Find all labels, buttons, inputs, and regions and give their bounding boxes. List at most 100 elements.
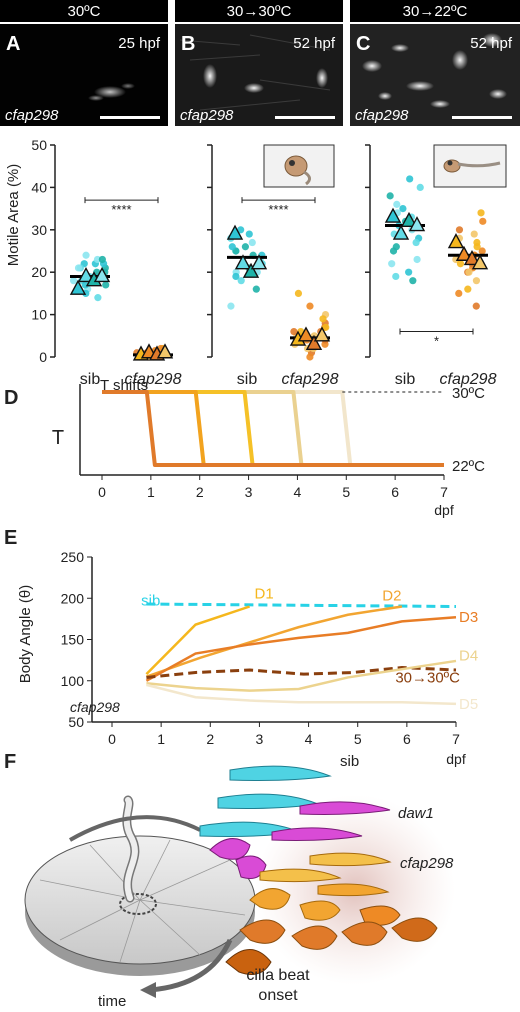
mutant-point xyxy=(456,260,465,268)
x-tick-label: 3 xyxy=(256,731,264,747)
replicate-mean xyxy=(408,216,426,232)
y-tick-label: 250 xyxy=(61,549,85,565)
mutant-point xyxy=(465,268,473,276)
series-line xyxy=(145,605,250,676)
mutant-point xyxy=(464,285,472,293)
replicate-mean xyxy=(305,334,323,350)
replicate-mean xyxy=(392,224,410,240)
series-line xyxy=(145,615,457,682)
label-cilia-beat: cilia beat xyxy=(246,967,310,984)
sib-point xyxy=(392,272,400,281)
panel-b-time: 52 hpf xyxy=(293,35,336,52)
x-tick-label: sib xyxy=(237,371,258,388)
series-label: D5 xyxy=(459,696,478,713)
x-tick-label: 3 xyxy=(245,484,253,500)
replicate-mean xyxy=(242,262,260,278)
x-tick-label: 6 xyxy=(403,731,411,747)
sib-point xyxy=(388,260,396,268)
y-tick-label: 10 xyxy=(31,307,47,323)
series-line xyxy=(145,605,403,678)
label-onset: onset xyxy=(258,987,298,1004)
replicate-mean xyxy=(226,224,244,240)
time-arrow xyxy=(149,938,233,993)
micrograph-panel-c: 30→22ºC C 52 hpf cfap298 xyxy=(350,0,520,126)
y-tick-label: 50 xyxy=(31,137,47,153)
sib-point xyxy=(248,238,256,247)
mutant-point xyxy=(294,289,303,297)
micrograph-panel-a: 30ºC A 25 hpf cfap298 xyxy=(0,0,168,126)
x-tick-label: 7 xyxy=(452,731,460,747)
panel-c-letter: C xyxy=(356,33,370,55)
x-tick-label: 5 xyxy=(354,731,362,747)
sib-point xyxy=(409,277,417,285)
replicate-mean xyxy=(400,211,418,228)
replicate-mean xyxy=(234,254,252,270)
sib-point xyxy=(69,277,78,285)
y-tick-label: 40 xyxy=(31,179,47,195)
sib-point xyxy=(399,205,407,213)
series-line xyxy=(146,602,457,608)
sib-point xyxy=(237,226,245,234)
replicate-mean xyxy=(77,266,95,283)
y-tick-label: 50 xyxy=(68,714,84,730)
sib-point xyxy=(74,264,83,272)
mutant-point xyxy=(470,230,478,238)
x-tick-label: 0 xyxy=(108,731,116,747)
motile-area-ylabel: Motile Area (%) xyxy=(5,164,22,267)
replicate-mean xyxy=(455,245,473,261)
label-sib: sib xyxy=(340,753,359,770)
embryo-inset-b xyxy=(263,144,335,188)
embryo-inset-c xyxy=(433,144,507,188)
x-tick-label: 2 xyxy=(206,731,214,747)
x-tick-label: cfap298 xyxy=(282,371,339,388)
panel-d-ylabel: T xyxy=(52,427,64,449)
sib-point xyxy=(406,175,414,183)
temperature-shift-chart: D T 0 1 2 3 4 5 6 7 dpf T shifts 30ºC 22ºC xyxy=(4,377,485,518)
replicate-mean xyxy=(384,207,402,223)
sib-point xyxy=(81,281,89,289)
mutant-point xyxy=(306,353,314,361)
series-label: D1 xyxy=(255,585,274,602)
sib-point xyxy=(227,302,235,310)
sib-point xyxy=(252,285,260,293)
sib-point xyxy=(232,272,240,281)
series-line xyxy=(146,666,457,679)
x-axis-label: dpf xyxy=(434,502,454,518)
panel-b-gene: cfap298 xyxy=(180,107,234,124)
mutant-point xyxy=(473,243,481,251)
series-label: D4 xyxy=(459,647,478,664)
sib-point xyxy=(241,243,250,251)
y-tick-label: 30 xyxy=(31,222,47,238)
mutant-point xyxy=(455,226,464,234)
x-tick-label: 7 xyxy=(440,484,448,500)
mutant-point xyxy=(319,315,327,323)
panel-c-header: 30→22ºC xyxy=(403,3,468,20)
scale-bar xyxy=(275,116,335,119)
time-arrow-head xyxy=(140,982,156,998)
panel-a-time: 25 hpf xyxy=(118,35,161,52)
mutant-point xyxy=(478,247,486,255)
y-tick-label: 0 xyxy=(39,349,47,365)
x-tick-label: 4 xyxy=(294,484,302,500)
mutant-point xyxy=(306,302,314,310)
replicate-mean xyxy=(156,343,174,359)
replicate-mean xyxy=(69,279,87,295)
panel-e-letter: E xyxy=(4,527,17,549)
y-tick-label: 100 xyxy=(61,673,85,689)
sib-point xyxy=(82,251,90,259)
mutant-point xyxy=(290,327,298,336)
label-daw1: daw1 xyxy=(398,805,434,822)
mutant-point xyxy=(477,209,485,217)
scale-bar xyxy=(100,116,160,119)
scatter-panel: sib cfap298 **** xyxy=(207,144,339,388)
y-tick-label: 200 xyxy=(61,590,85,606)
sib-point xyxy=(416,183,424,191)
panel-c-time: 52 hpf xyxy=(470,35,513,52)
shift-line xyxy=(102,390,444,467)
series-line xyxy=(146,659,457,692)
level-low: 22ºC xyxy=(452,458,485,475)
level-high: 30ºC xyxy=(452,385,485,402)
label-cfap298: cfap298 xyxy=(400,855,454,872)
